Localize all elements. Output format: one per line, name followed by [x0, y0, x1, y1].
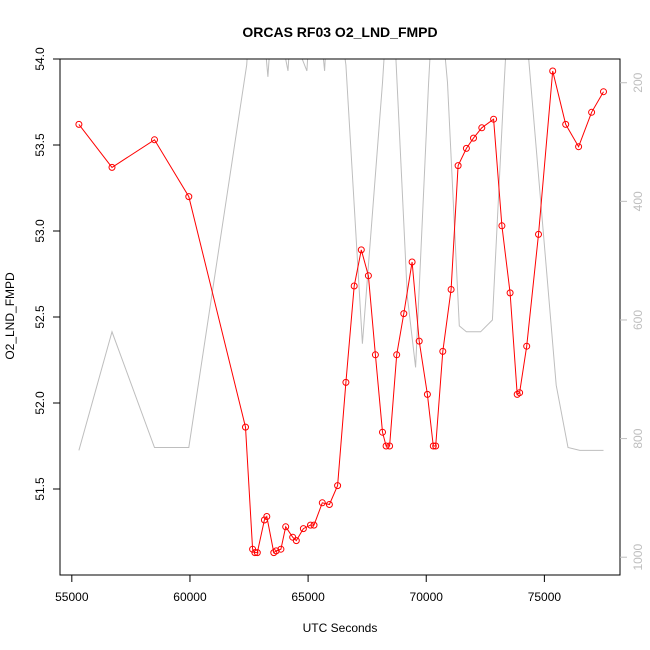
data-point — [382, 442, 390, 450]
data-point — [506, 289, 514, 297]
x-tick-label: 65000 — [291, 590, 325, 604]
data-point — [263, 513, 271, 520]
y-tick-label: 54.0 — [33, 47, 47, 71]
axes: 55000 60000 65000 70000 75000 51.5 52.0 52.5 53.… — [33, 47, 645, 604]
data-point — [253, 549, 261, 557]
data-point — [318, 499, 326, 507]
data-point — [282, 523, 290, 531]
data-point — [454, 162, 462, 170]
data-point — [516, 389, 524, 397]
plot-area — [75, 59, 607, 557]
data-point — [408, 258, 416, 266]
data-point — [470, 134, 477, 142]
y2-tick-label: 200 — [631, 72, 645, 92]
data-point — [299, 525, 307, 533]
y-tick-label: 53.0 — [33, 219, 47, 243]
data-point — [535, 230, 542, 238]
data-point — [415, 337, 423, 345]
chart-title: ORCAS RF03 O2_LND_FMPD — [242, 24, 437, 40]
y2-tick-label: 800 — [631, 428, 645, 448]
y-tick-label: 51.5 — [33, 477, 47, 501]
data-point — [364, 272, 372, 280]
data-point — [386, 442, 394, 450]
data-point — [393, 351, 401, 359]
data-point — [379, 428, 386, 436]
data-point — [251, 549, 259, 557]
data-point — [562, 120, 570, 128]
data-point — [549, 67, 557, 75]
y-tick-label: 52.0 — [33, 391, 47, 415]
y2-tick-label: 400 — [631, 191, 645, 211]
data-point — [439, 347, 447, 355]
data-point — [523, 342, 531, 350]
data-point — [462, 144, 470, 152]
data-point — [432, 442, 440, 450]
data-point — [242, 423, 249, 431]
x-tick-label: 55000 — [55, 590, 89, 604]
data-point — [478, 124, 486, 132]
data-point — [292, 537, 300, 545]
left-axis-series-line — [78, 70, 604, 554]
data-point — [307, 521, 314, 529]
data-point — [334, 482, 342, 490]
data-point — [575, 143, 583, 151]
data-point — [185, 193, 193, 201]
data-point — [310, 521, 318, 529]
data-point — [357, 246, 365, 254]
x-tick-label: 60000 — [173, 590, 207, 604]
data-point — [151, 136, 158, 144]
x-axis-label: UTC Seconds — [303, 621, 378, 635]
data-point — [423, 390, 431, 398]
data-point — [277, 545, 285, 553]
data-point — [400, 310, 408, 318]
y2-tick-label: 600 — [631, 310, 645, 330]
data-point — [447, 286, 455, 293]
data-point — [342, 378, 350, 386]
data-point — [490, 115, 498, 123]
y2-tick-label: 1000 — [631, 544, 645, 571]
data-point — [272, 547, 280, 555]
plot-border — [59, 58, 621, 576]
data-point — [588, 108, 596, 116]
data-point — [600, 88, 607, 96]
x-tick-label: 70000 — [410, 590, 444, 604]
data-point — [260, 516, 268, 524]
x-tick-label: 75000 — [528, 590, 562, 604]
y-axis-label: O2_LND_FMPD — [3, 272, 17, 360]
y-tick-label: 53.5 — [33, 133, 47, 157]
data-point — [325, 501, 333, 508]
data-point — [350, 282, 358, 290]
data-point — [371, 351, 379, 359]
data-point — [75, 120, 83, 128]
y-tick-label: 52.5 — [33, 305, 47, 329]
data-point — [429, 442, 437, 450]
right-axis-series-line — [78, 59, 604, 451]
data-point — [108, 163, 116, 171]
data-point — [498, 222, 506, 230]
